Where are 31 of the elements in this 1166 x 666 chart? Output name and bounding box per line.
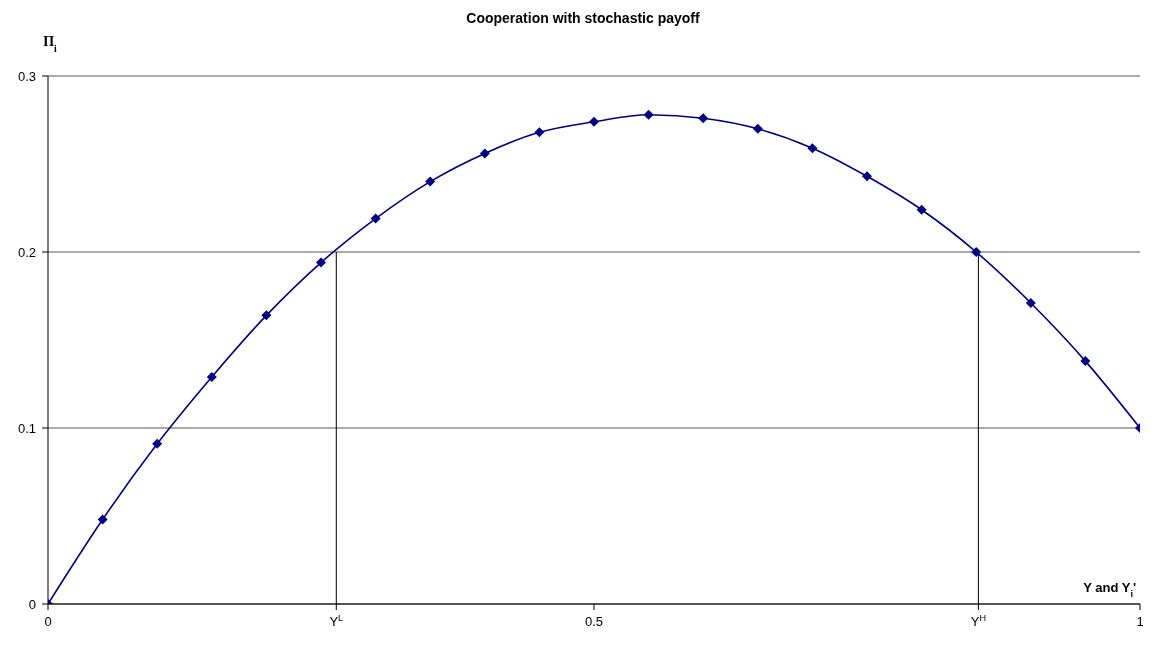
point	[1080, 356, 1091, 367]
x-tick-label: 0	[44, 614, 52, 629]
point	[97, 514, 108, 525]
point	[316, 257, 326, 268]
x-tick-label: Y$^{L}$	[329, 613, 344, 629]
point	[862, 171, 872, 182]
x-tick-label: 1	[1136, 614, 1144, 629]
point	[1025, 298, 1036, 309]
point	[971, 247, 982, 257]
chart-title: Cooperation with stochastic payoff	[465, 9, 701, 26]
x-tick-label: Y$^{H}$	[970, 613, 987, 629]
point	[698, 113, 709, 124]
point	[589, 116, 599, 127]
y-tick-label: 0.3	[17, 69, 36, 84]
point	[206, 371, 217, 382]
point	[643, 109, 654, 120]
point	[261, 310, 272, 321]
y-tick-label: 0	[28, 597, 36, 612]
x-tick-label: 0.5	[584, 614, 604, 629]
point	[370, 213, 381, 224]
point	[916, 204, 927, 215]
x-axis-title: Y and Y$_{i}$'	[1083, 580, 1136, 599]
point	[534, 127, 545, 138]
y-tick-label: 0.1	[17, 421, 36, 436]
point	[807, 143, 818, 154]
point	[752, 123, 763, 134]
point	[152, 438, 163, 449]
y-tick-label: 0.2	[17, 245, 36, 260]
point	[479, 148, 490, 159]
point	[425, 176, 436, 187]
y-axis-title: Π$_{i}$	[43, 34, 58, 54]
